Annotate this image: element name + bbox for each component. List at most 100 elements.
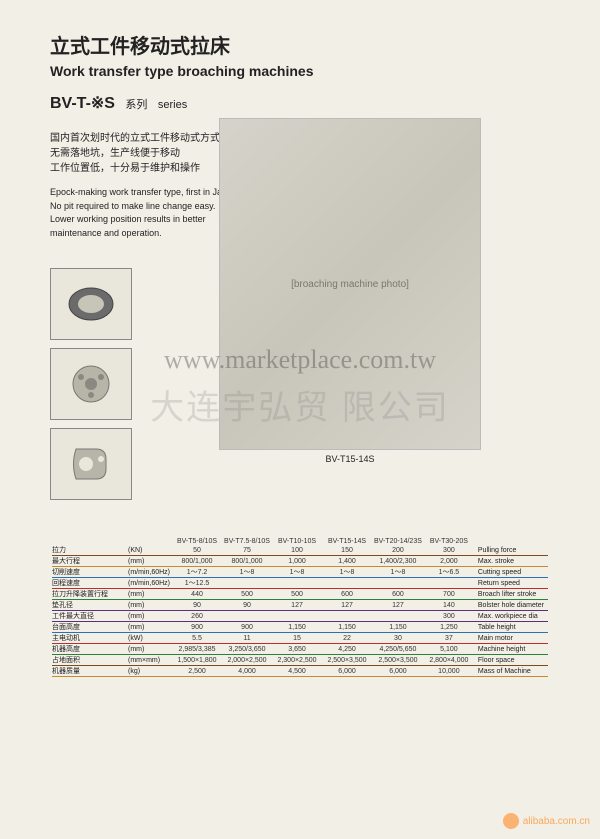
spec-value: 200 <box>372 545 424 555</box>
series-line: BV-T-※S 系列 series <box>50 93 550 113</box>
spec-value: 800/1,000 <box>222 556 272 566</box>
spec-value: 15 <box>272 633 322 643</box>
spec-value: 2,000×2,500 <box>222 655 272 665</box>
spec-unit: (mm) <box>126 622 172 632</box>
spec-unit: (mm) <box>126 589 172 599</box>
spec-value: 127 <box>272 600 322 610</box>
spec-value: 22 <box>322 633 372 643</box>
spec-value: 4,500 <box>272 666 322 676</box>
spec-value: 900 <box>222 622 272 632</box>
spec-value: 800/1,000 <box>172 556 222 566</box>
spec-label-cn: 拉刀升降装置行程 <box>50 589 126 599</box>
spec-value <box>372 578 424 588</box>
spec-value: 4,250 <box>322 644 372 654</box>
spec-value <box>272 611 322 621</box>
model-col: BV-T20-14/23S <box>372 538 424 545</box>
spec-value: 260 <box>172 611 222 621</box>
spec-value: 11 <box>222 633 272 643</box>
spec-unit: (mm) <box>126 556 172 566</box>
spec-value: 600 <box>372 589 424 599</box>
spec-value: 2,500×3,500 <box>372 655 424 665</box>
model-col: BV-T10-10S <box>272 538 322 545</box>
spec-value: 300 <box>424 545 474 555</box>
spec-value: 1～7.2 <box>172 567 222 577</box>
series-cn: 系列 <box>125 99 147 111</box>
spec-value: 2,000 <box>424 556 474 566</box>
model-col: BV-T7.5-8/10S <box>222 538 272 545</box>
spec-label-cn: 机器高度 <box>50 644 126 654</box>
spec-value: 500 <box>222 589 272 599</box>
spec-value: 1,500×1,800 <box>172 655 222 665</box>
spec-label-en: Machine height <box>474 644 550 654</box>
spec-value: 1,150 <box>322 622 372 632</box>
spec-value: 1,250 <box>424 622 474 632</box>
model-col: BV-T30-20S <box>424 538 474 545</box>
spec-value: 30 <box>372 633 424 643</box>
spec-value: 3,650 <box>272 644 322 654</box>
part-image-bracket <box>50 428 132 500</box>
spec-label-en: Bolster hole diameter <box>474 600 550 610</box>
spec-unit: (m/min,60Hz) <box>126 578 172 588</box>
spec-label-en: Main motor <box>474 633 550 643</box>
spec-label-en: Floor space <box>474 655 550 665</box>
spec-label-en: Max. workpiece dia <box>474 611 550 621</box>
spec-unit: (KN) <box>126 545 172 555</box>
spec-value: 1～8 <box>222 567 272 577</box>
spec-value: 440 <box>172 589 222 599</box>
spec-label-en: Max. stroke <box>474 556 550 566</box>
spec-value: 10,000 <box>424 666 474 676</box>
spec-value: 50 <box>172 545 222 555</box>
title-en: Work transfer type broaching machines <box>50 63 550 79</box>
part-image-gear <box>50 268 132 340</box>
spec-value: 1～12.5 <box>172 578 222 588</box>
spec-unit: (kW) <box>126 633 172 643</box>
series-en: series <box>158 99 187 111</box>
spec-value: 1～6.5 <box>424 567 474 577</box>
model-col: BV-T15-14S <box>322 538 372 545</box>
spec-unit: (mm) <box>126 644 172 654</box>
spec-value: 75 <box>222 545 272 555</box>
spec-value: 1,400/2,300 <box>372 556 424 566</box>
spec-label-en: Mass of Machine <box>474 666 550 676</box>
spec-value: 127 <box>322 600 372 610</box>
spec-value: 1,150 <box>372 622 424 632</box>
spec-label-en: Return speed <box>474 578 550 588</box>
spec-value <box>222 578 272 588</box>
spec-value: 140 <box>424 600 474 610</box>
spec-value <box>424 578 474 588</box>
spec-unit: (mm) <box>126 600 172 610</box>
spec-value: 1～8 <box>372 567 424 577</box>
spec-value: 6,000 <box>372 666 424 676</box>
series-code: BV-T-※S <box>50 95 115 112</box>
spec-label-en: Cutting speed <box>474 567 550 577</box>
spec-label-cn: 回程速度 <box>50 578 126 588</box>
spec-value: 2,500 <box>172 666 222 676</box>
spec-value: 3,250/3,650 <box>222 644 272 654</box>
spec-value: 600 <box>322 589 372 599</box>
parts-column <box>50 268 150 508</box>
spec-value: 2,985/3,385 <box>172 644 222 654</box>
spec-value: 2,800×4,000 <box>424 655 474 665</box>
spec-value: 6,000 <box>322 666 372 676</box>
spec-label-en: Broach lifter stroke <box>474 589 550 599</box>
spec-unit: (mm) <box>126 611 172 621</box>
spec-label-cn: 最大行程 <box>50 556 126 566</box>
spec-value: 300 <box>424 611 474 621</box>
spec-value: 100 <box>272 545 322 555</box>
title-cn: 立式工件移动式拉床 <box>50 30 550 59</box>
spec-value: 150 <box>322 545 372 555</box>
spec-value: 90 <box>172 600 222 610</box>
spec-unit: (kg) <box>126 666 172 676</box>
spec-value <box>322 578 372 588</box>
spec-unit: (mm×mm) <box>126 655 172 665</box>
spec-unit: (m/min,60Hz) <box>126 567 172 577</box>
spec-label-cn: 垫孔径 <box>50 600 126 610</box>
spec-label-en: Pulling force <box>474 545 550 555</box>
spec-value: 2,300×2,500 <box>272 655 322 665</box>
spec-value: 900 <box>172 622 222 632</box>
part-image-hub <box>50 348 132 420</box>
spec-label-cn: 占地面积 <box>50 655 126 665</box>
machine-photo: [broaching machine photo] <box>219 118 481 450</box>
spec-value: 1～8 <box>322 567 372 577</box>
spec-label-cn: 主电动机 <box>50 633 126 643</box>
